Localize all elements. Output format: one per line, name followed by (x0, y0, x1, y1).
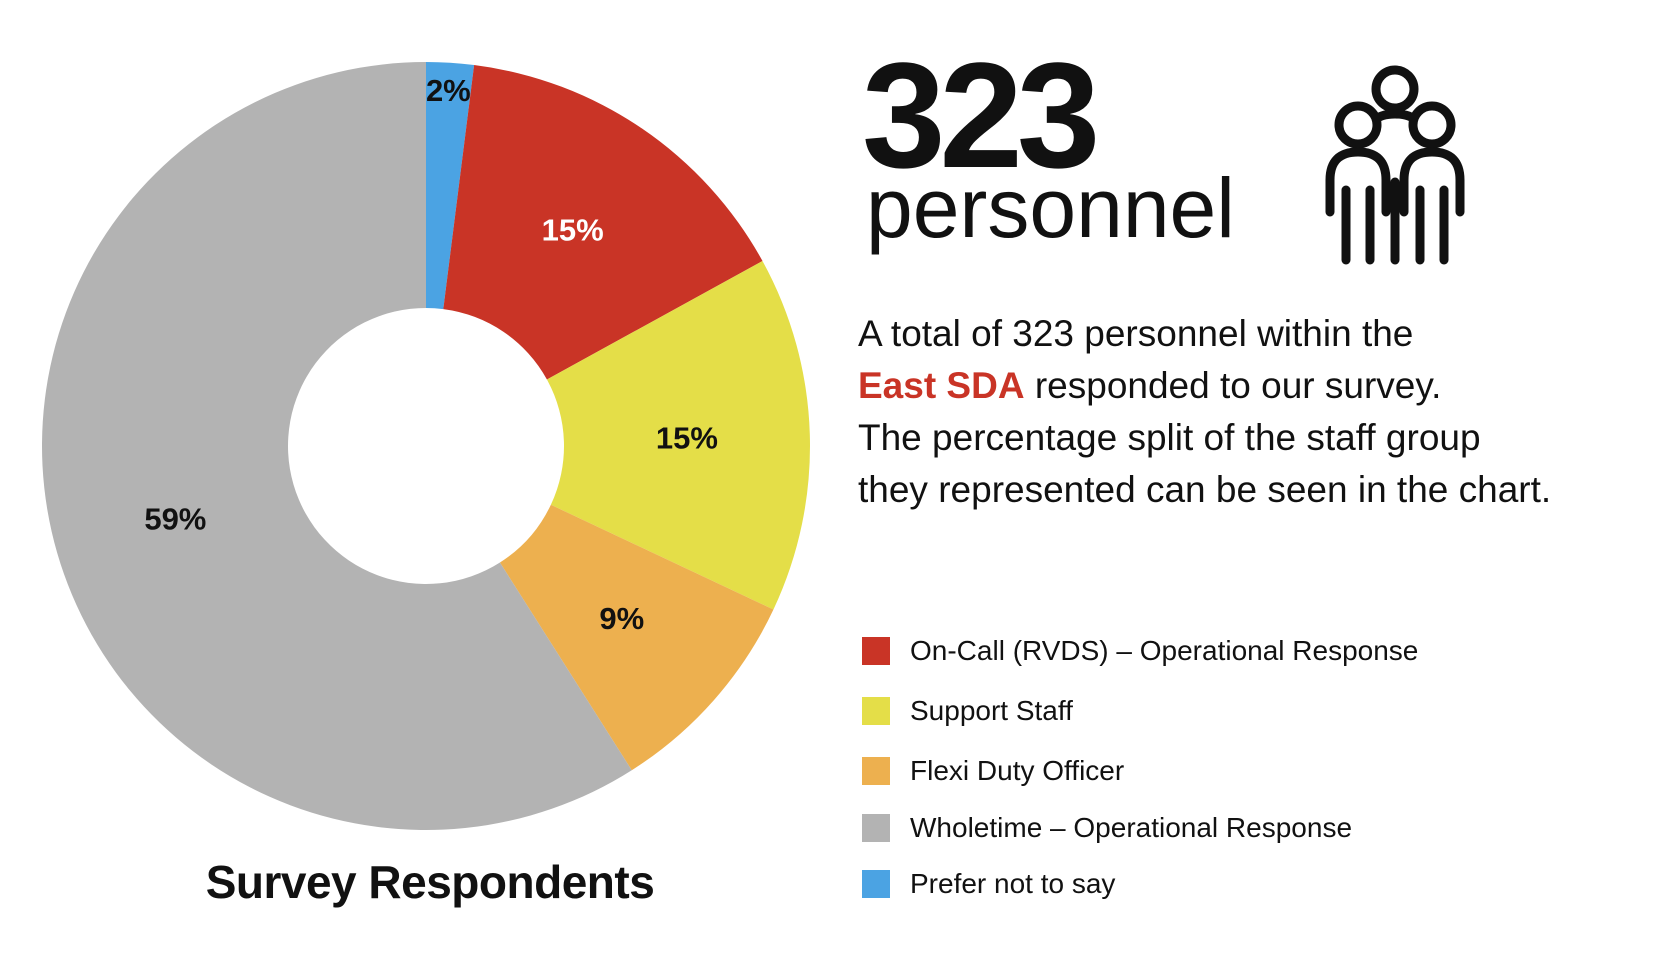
personnel-label: personnel (866, 161, 1235, 255)
legend-item-flexi-duty-officer: Flexi Duty Officer (862, 755, 1418, 786)
chart-legend: On-Call (RVDS) – Operational Response Sup… (862, 635, 1419, 929)
description-line-2-rest: responded to our survey. (1024, 365, 1442, 406)
people-group-icon (1325, 65, 1465, 265)
legend-label: Prefer not to say (910, 868, 1116, 899)
east-sda-highlight: East SDA (858, 365, 1025, 406)
legend-swatch (862, 757, 890, 785)
legend-item-support-staff: Support Staff (862, 695, 1418, 726)
pie-slice-flexi-duty-officer (499, 504, 774, 771)
pie-slice-on-call-rvds-operational-response (443, 65, 763, 380)
chart-title: Survey Respondents (205, 856, 655, 908)
survey-description: A total of 323 personnel within the East… (858, 308, 1648, 516)
slice-label-wholetime-operational-response: 59% (144, 501, 206, 536)
donut-chart: 2% 15% 15% 9% 59% (42, 62, 811, 830)
legend-item-wholetime-operational-response: Wholetime – Operational Response (862, 812, 1418, 843)
legend-swatch (862, 870, 890, 898)
slice-label-on-call-rvds-operational-response: 15% (542, 213, 604, 248)
pie-slice-support-staff (546, 261, 811, 610)
legend-label: Flexi Duty Officer (910, 755, 1125, 786)
legend-item-prefer-not-to-say: Prefer not to say (862, 868, 1418, 899)
legend-label: Wholetime – Operational Response (910, 812, 1353, 843)
pie-slice-prefer-not-to-say (426, 62, 475, 310)
slice-label-support-staff: 15% (656, 420, 718, 455)
personnel-count: 323 (862, 31, 1100, 199)
slice-label-prefer-not-to-say: 2% (426, 73, 471, 108)
legend-swatch (862, 697, 890, 725)
slice-label-flexi-duty-officer: 9% (599, 601, 644, 636)
description-line-4: they represented can be seen in the char… (858, 469, 1552, 510)
legend-swatch (862, 637, 890, 665)
description-line-3: The percentage split of the staff group (858, 417, 1481, 458)
legend-swatch (862, 814, 890, 842)
pie-slice-wholetime-operational-response (42, 62, 632, 830)
legend-label: Support Staff (910, 695, 1073, 726)
legend-item-on-call-rvds-operational-response: On-Call (RVDS) – Operational Response (862, 635, 1419, 666)
legend-label: On-Call (RVDS) – Operational Response (910, 635, 1419, 666)
description-line-1: A total of 323 personnel within the (858, 313, 1414, 354)
description-line-2: East SDA responded to our survey. (858, 360, 1648, 412)
